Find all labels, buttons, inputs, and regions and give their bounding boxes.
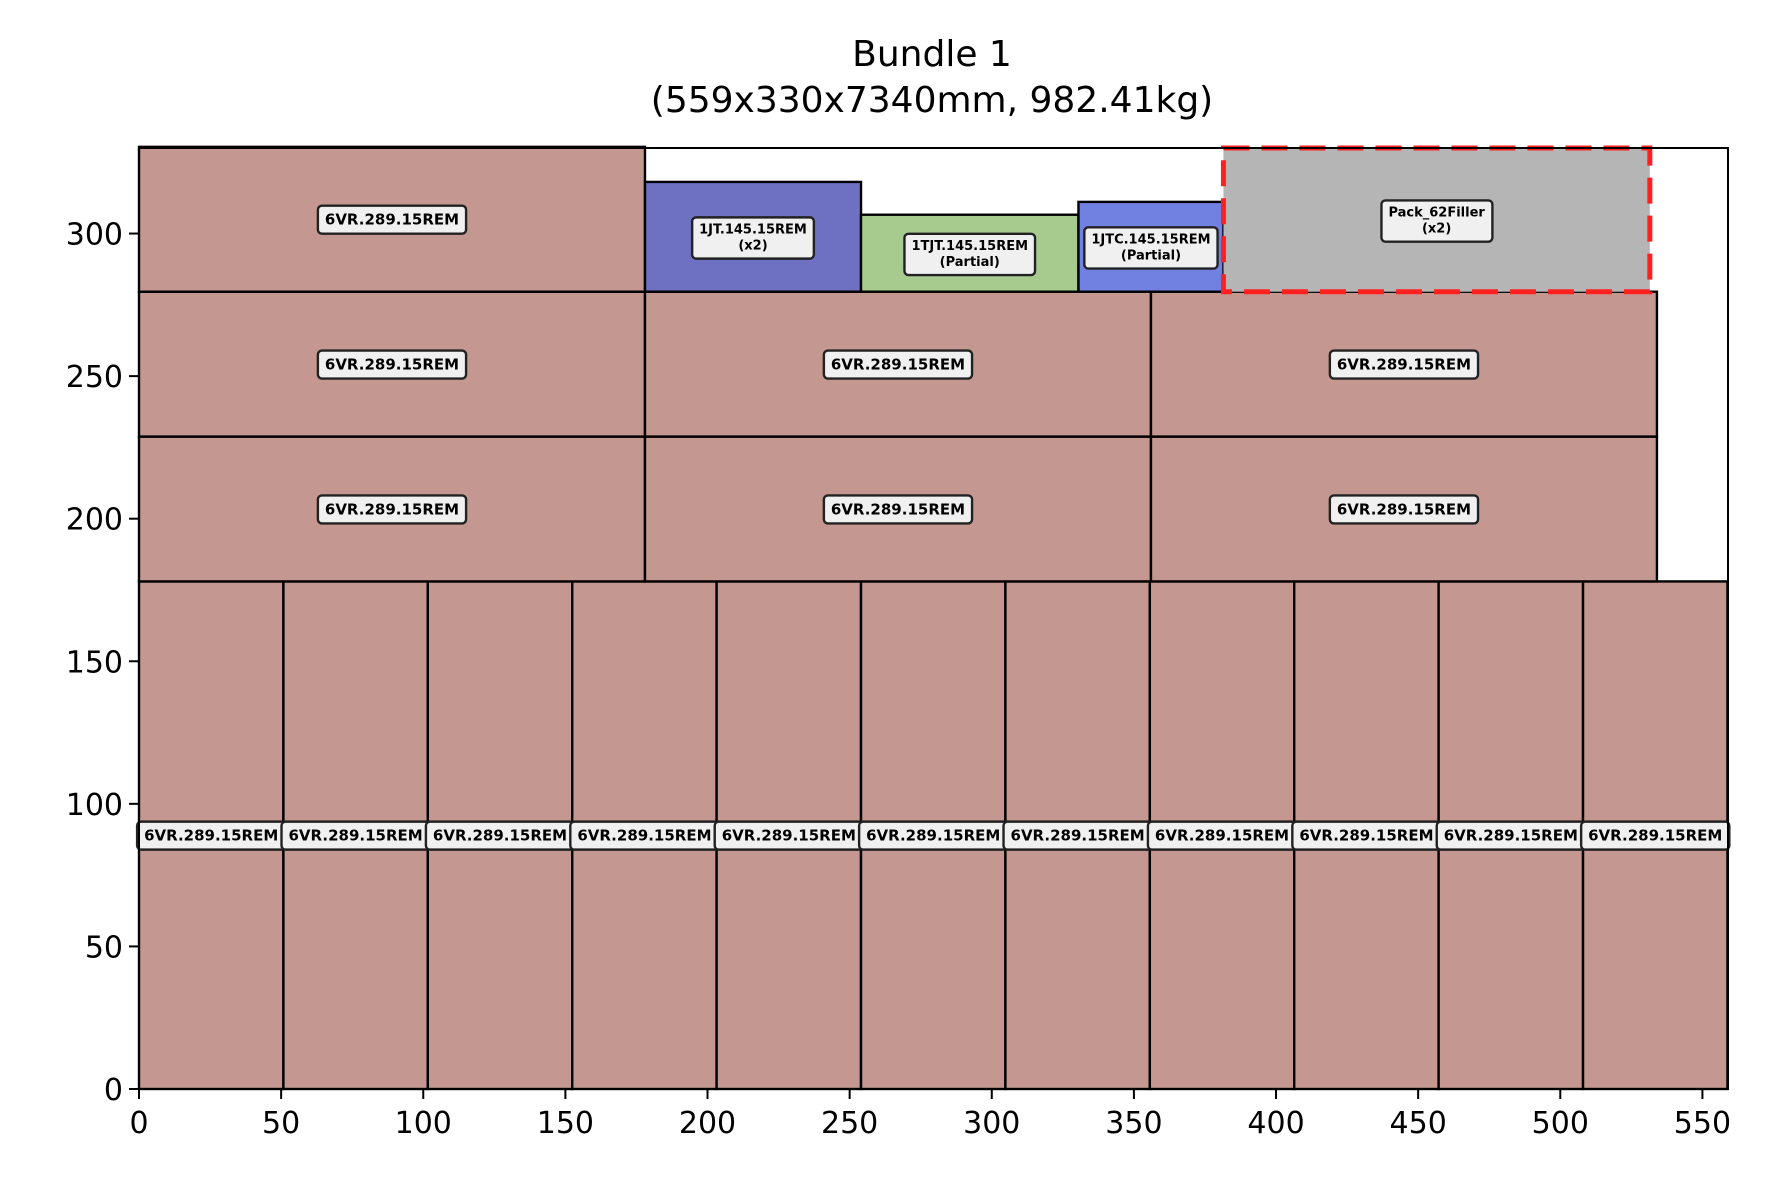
box-label-text: 6VR.289.15REM xyxy=(325,211,459,229)
box-label-3: 6VR.289.15REM xyxy=(569,820,720,851)
box-label-text: 6VR.289.15REM xyxy=(325,356,459,374)
box-label-4: 6VR.289.15REM xyxy=(713,820,865,851)
box-label-text: 6VR.289.15REM xyxy=(831,500,965,518)
y-tick-label: 100 xyxy=(66,788,123,823)
x-tick-label: 550 xyxy=(1674,1106,1731,1141)
box-label-1: 6VR.289.15REM xyxy=(280,820,431,851)
box-label-13: 6VR.289.15REM xyxy=(1328,494,1480,525)
box-label-9: 6VR.289.15REM xyxy=(1435,820,1587,851)
box-label-21: Pack_62Filler (x2) xyxy=(1380,199,1494,243)
box-label-text: 6VR.289.15REM xyxy=(1588,827,1722,845)
y-tick-label: 300 xyxy=(66,218,123,253)
chart-subtitle: (559x330x7340mm, 982.41kg) xyxy=(651,80,1213,121)
box-label-7: 6VR.289.15REM xyxy=(1146,820,1298,851)
x-tick-label: 300 xyxy=(963,1106,1020,1141)
box-label-bg xyxy=(1328,349,1480,380)
box-label-text: 1TJT.145.15REM (Partial) xyxy=(911,239,1028,270)
x-tick-label: 50 xyxy=(262,1106,300,1141)
box-label-text: 6VR.289.15REM xyxy=(433,827,567,845)
box-label-10: 6VR.289.15REM xyxy=(1579,820,1731,851)
box-label-bg xyxy=(822,494,974,525)
box-label-15: 6VR.289.15REM xyxy=(822,349,974,380)
x-tick-label: 250 xyxy=(821,1106,878,1141)
box-label-text: 6VR.289.15REM xyxy=(325,500,459,518)
box-label-text: 6VR.289.15REM xyxy=(722,827,856,845)
box-label-bg xyxy=(1579,820,1731,851)
chart-title: Bundle 1 xyxy=(852,34,1012,75)
box-label-12: 6VR.289.15REM xyxy=(822,494,974,525)
plot-frame xyxy=(138,147,1729,1090)
box-label-11: 6VR.289.15REM xyxy=(316,494,468,525)
box-label-bg xyxy=(903,232,1037,277)
box-label-16: 6VR.289.15REM xyxy=(1328,349,1480,380)
box-label-bg xyxy=(316,349,468,380)
box-label-19: 1TJT.145.15REM (Partial) xyxy=(903,232,1037,277)
box-label-text: 6VR.289.15REM xyxy=(1155,827,1289,845)
box-label-bg xyxy=(1380,199,1494,243)
box-label-20: 1JTC.145.15REM (Partial) xyxy=(1083,226,1219,270)
box-label-text: 6VR.289.15REM xyxy=(289,827,423,845)
x-tick-label: 500 xyxy=(1532,1106,1589,1141)
y-axis: 0 50 100 150 200 250 300 xyxy=(66,218,139,1108)
box-label-text: 6VR.289.15REM xyxy=(1444,827,1578,845)
x-tick-label: 450 xyxy=(1390,1106,1447,1141)
box-label-18: 1JT.145.15REM (x2) xyxy=(690,216,816,260)
x-tick-label: 200 xyxy=(679,1106,736,1141)
box-label-bg xyxy=(316,204,468,235)
boxes-layer xyxy=(137,145,1729,1091)
x-tick-label: 0 xyxy=(129,1106,148,1141)
x-tick-label: 350 xyxy=(1105,1106,1162,1141)
labels-layer: 6VR.289.15REM 6VR.289.15REM 6VR.289.15REM 6… xyxy=(135,199,1731,851)
y-tick-label: 0 xyxy=(104,1073,123,1108)
x-axis: 0 50 100 150 200 250 300 350 400 450 500 550 xyxy=(129,1089,1731,1141)
box-label-text: 6VR.289.15REM xyxy=(1337,356,1471,374)
box-label-text: 6VR.289.15REM xyxy=(1299,827,1433,845)
box-label-17: 6VR.289.15REM xyxy=(316,204,468,235)
box-label-text: 6VR.289.15REM xyxy=(1011,827,1145,845)
box-label-bg xyxy=(822,349,974,380)
box-label-2: 6VR.289.15REM xyxy=(424,820,576,851)
box-label-14: 6VR.289.15REM xyxy=(316,349,468,380)
box-label-bg xyxy=(316,494,468,525)
box-label-text: 6VR.289.15REM xyxy=(1337,500,1471,518)
x-tick-label: 150 xyxy=(537,1106,594,1141)
y-tick-label: 150 xyxy=(66,645,123,680)
box-label-text: 1JT.145.15REM (x2) xyxy=(699,222,807,253)
x-tick-label: 100 xyxy=(395,1106,452,1141)
box-label-6: 6VR.289.15REM xyxy=(1002,820,1153,851)
box-label-text: 6VR.289.15REM xyxy=(831,356,965,374)
box-label-text: 1JTC.145.15REM (Partial) xyxy=(1091,232,1210,263)
box-label-text: Pack_62Filler (x2) xyxy=(1388,205,1485,236)
box-label-bg xyxy=(1328,494,1480,525)
x-tick-label: 400 xyxy=(1247,1106,1304,1141)
box-label-bg xyxy=(1083,226,1219,270)
box-label-8: 6VR.289.15REM xyxy=(1291,820,1442,851)
box-label-text: 6VR.289.15REM xyxy=(866,827,1000,845)
y-tick-label: 50 xyxy=(85,930,123,965)
box-label-bg xyxy=(690,216,816,260)
y-tick-label: 200 xyxy=(66,503,123,538)
box-label-5: 6VR.289.15REM xyxy=(857,820,1009,851)
box-label-text: 6VR.289.15REM xyxy=(144,827,278,845)
box-label-text: 6VR.289.15REM xyxy=(577,827,711,845)
y-tick-label: 250 xyxy=(66,360,123,395)
box-label-0: 6VR.289.15REM xyxy=(135,820,287,851)
